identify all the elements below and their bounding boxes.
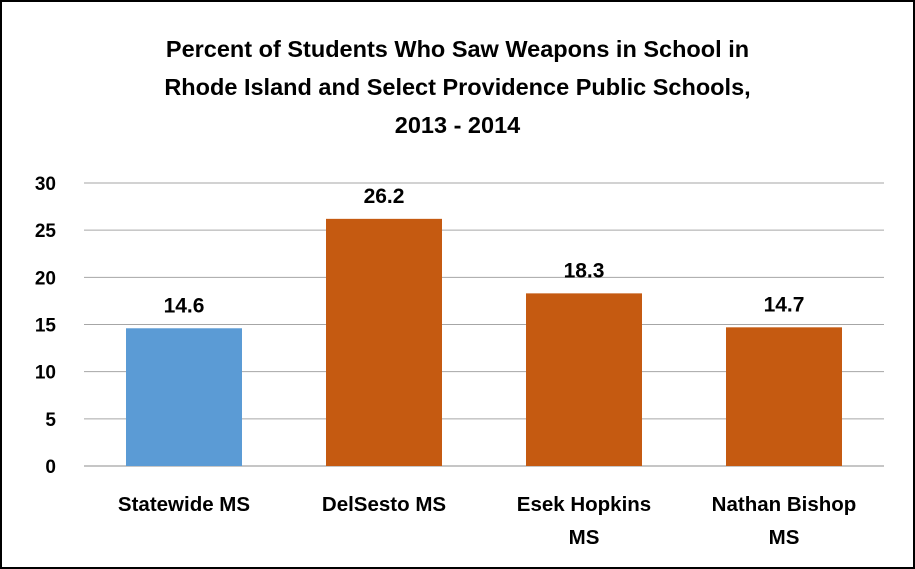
chart-title: Percent of Students Who Saw Weapons in S… xyxy=(0,30,915,144)
y-tick-label: 0 xyxy=(45,457,56,478)
y-tick-label: 20 xyxy=(35,268,56,289)
bar xyxy=(326,218,442,466)
y-tick-label: 30 xyxy=(35,174,56,195)
x-category-label: MS xyxy=(569,526,600,549)
x-category-label: MS xyxy=(769,526,800,549)
y-tick-label: 15 xyxy=(35,316,57,337)
bar xyxy=(126,328,242,466)
data-label: 14.6 xyxy=(164,294,205,317)
data-label: 26.2 xyxy=(364,185,405,208)
chart-title-line-2: Rhode Island and Select Providence Publi… xyxy=(164,74,751,100)
y-tick-label: 25 xyxy=(35,221,57,242)
y-tick-label: 10 xyxy=(35,363,56,384)
x-category-label: DelSesto MS xyxy=(322,493,446,516)
y-tick-label: 5 xyxy=(45,410,56,431)
bar xyxy=(726,327,842,466)
x-category-label: Esek Hopkins xyxy=(517,493,651,516)
data-label: 14.7 xyxy=(764,293,805,316)
chart-title-line-1: Percent of Students Who Saw Weapons in S… xyxy=(165,36,750,62)
chart-title-line-3: 2013 - 2014 xyxy=(394,112,521,138)
data-label: 18.3 xyxy=(564,259,605,282)
x-category-label: Statewide MS xyxy=(118,493,250,516)
x-category-label: Nathan Bishop xyxy=(712,493,857,516)
bar xyxy=(526,293,642,466)
